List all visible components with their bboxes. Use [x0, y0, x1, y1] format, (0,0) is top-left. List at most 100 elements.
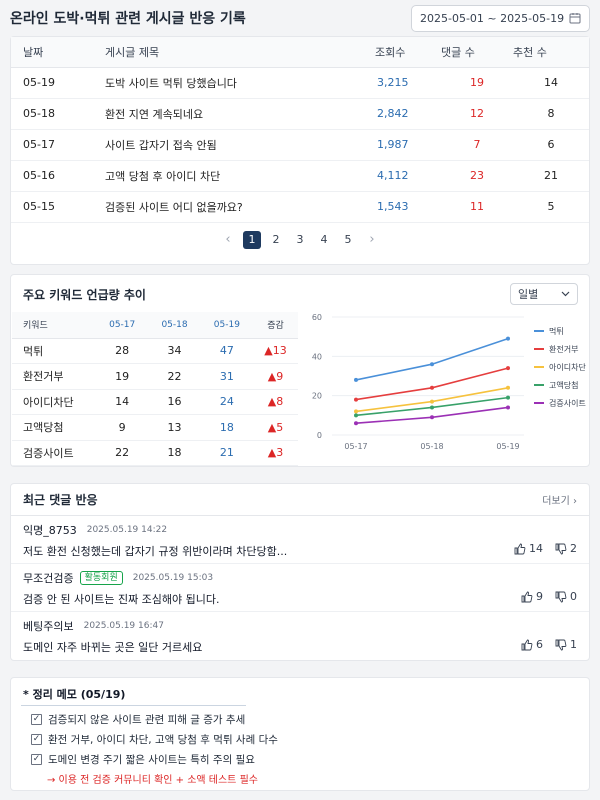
kw-col-d18: 05-18	[148, 312, 201, 339]
page-1[interactable]: 1	[243, 230, 261, 249]
like-count: 6	[536, 638, 543, 651]
kw-col-name: 키워드	[12, 312, 96, 339]
row-title: 환전 지연 계속되네요	[95, 98, 361, 130]
page-5[interactable]: 5	[344, 233, 352, 246]
y-tick-label: 20	[312, 392, 322, 401]
data-point	[506, 405, 510, 410]
comment-author[interactable]: 익명_8753	[23, 524, 77, 537]
page-4[interactable]: 4	[320, 233, 328, 246]
row-date: 05-18	[11, 98, 95, 130]
kw-name: 환전거부	[12, 363, 96, 390]
dislike-count: 0	[570, 590, 577, 603]
kw-d17: 19	[96, 363, 149, 390]
legend-label: 환전거부	[549, 344, 578, 354]
posts-card: 날짜 게시글 제목 조회수 댓글 수 추천 수 05-19 도박 사이트 먹튀 당…	[10, 36, 590, 265]
kw-d17: 9	[96, 414, 149, 441]
period-select[interactable]: 일별	[510, 283, 578, 305]
memo-note: → 이용 전 검증 커뮤니티 확인 + 소액 테스트 필수	[47, 775, 258, 786]
data-point	[506, 385, 510, 390]
data-point	[506, 366, 510, 371]
table-row[interactable]: 05-17 사이트 갑자기 접속 안됨 1,987 7 6	[11, 129, 589, 161]
like-button[interactable]: 6	[521, 638, 543, 651]
next-page-button[interactable]: ›	[369, 232, 375, 247]
comments-title: 최근 댓글 반응	[23, 493, 98, 507]
keyword-header-row: 키워드 05-17 05-18 05-19 증감	[12, 312, 298, 339]
comments-card: 최근 댓글 반응 더보기 › 익명_8753 2025.05.19 14:22 저도…	[10, 483, 590, 661]
memo-item-text: 도메인 변경 주기 짧은 사이트는 특히 주의 필요	[48, 753, 255, 766]
x-tick-label: 05-17	[344, 442, 367, 451]
data-point	[430, 405, 434, 410]
checkbox-checked[interactable]: ✓	[31, 733, 42, 745]
table-row[interactable]: 05-16 고액 당첨 후 아이디 차단 4,112 23 21	[11, 160, 589, 192]
row-comments: 12	[441, 98, 513, 130]
page-3[interactable]: 3	[296, 233, 304, 246]
thumbs-up-icon	[514, 543, 526, 554]
period-value: 일별	[518, 288, 539, 301]
dislike-button[interactable]: 1	[555, 638, 577, 651]
row-recs: 8	[513, 98, 589, 130]
checkbox-checked[interactable]: ✓	[31, 713, 42, 725]
col-date[interactable]: 날짜	[11, 37, 95, 68]
like-button[interactable]: 14	[514, 542, 543, 555]
table-row[interactable]: 05-15 검증된 사이트 어디 없을까요? 1,543 11 5	[11, 191, 589, 223]
row-views: 1,987	[361, 129, 441, 161]
col-views[interactable]: 조회수	[361, 37, 441, 68]
col-recs[interactable]: 추천 수	[513, 37, 589, 68]
memo-list: ✓ 검증되지 않은 사이트 관련 피해 글 증가 추세 ✓ 환전 거부, 아이디 차단…	[21, 709, 579, 769]
row-comments: 7	[441, 129, 513, 161]
data-point	[354, 397, 358, 402]
dislike-button[interactable]: 2	[555, 542, 577, 555]
kw-d18: 16	[148, 389, 201, 415]
thumbs-down-icon	[555, 543, 567, 554]
thumbs-down-icon	[555, 591, 567, 602]
row-comments: 11	[441, 191, 513, 223]
row-title: 도박 사이트 먹튀 당했습니다	[95, 67, 361, 99]
keyword-row: 아이디차단 14 16 24 ▲8	[12, 389, 298, 415]
kw-col-d17: 05-17	[96, 312, 149, 339]
header: 온라인 도박·먹튀 관련 게시글 반응 기록 2025-05-01 ~ 2025…	[10, 4, 590, 32]
row-views: 2,842	[361, 98, 441, 130]
prev-page-button[interactable]: ‹	[225, 232, 231, 247]
checkbox-checked[interactable]: ✓	[31, 753, 42, 765]
posts-header-row: 날짜 게시글 제목 조회수 댓글 수 추천 수	[11, 37, 589, 68]
data-point	[354, 377, 358, 382]
row-date: 05-16	[11, 160, 95, 192]
memo-item: ✓ 환전 거부, 아이디 차단, 고액 당첨 후 먹튀 사례 다수	[31, 729, 579, 749]
comment-text: 도메인 자주 바뀌는 곳은 일단 거르세요	[23, 641, 203, 654]
comment-author[interactable]: 무조건검증	[23, 572, 74, 585]
data-point	[354, 413, 358, 418]
table-row[interactable]: 05-18 환전 지연 계속되네요 2,842 12 8	[11, 98, 589, 130]
row-views: 4,112	[361, 160, 441, 192]
trend-chart-svg: 0 20 40 60 05-17 05-18 05-19 먹튀환전거부아이디차단고액당첨검증사…	[312, 313, 587, 451]
memo-title: * 정리 메모 (05/19)	[21, 686, 246, 706]
kw-name: 먹튀	[12, 338, 96, 364]
x-tick-label: 05-18	[420, 442, 443, 451]
kw-name: 검증사이트	[12, 440, 96, 466]
col-title[interactable]: 게시글 제목	[95, 37, 361, 68]
row-comments: 23	[441, 160, 513, 192]
dislike-button[interactable]: 0	[555, 590, 577, 603]
page-title: 온라인 도박·먹튀 관련 게시글 반응 기록	[10, 11, 246, 27]
page-2[interactable]: 2	[272, 233, 280, 246]
data-point	[506, 395, 510, 400]
comment-time: 2025.05.19 14:22	[86, 525, 168, 535]
memo-item: ✓ 검증되지 않은 사이트 관련 피해 글 증가 추세	[31, 709, 579, 729]
kw-d18: 18	[148, 440, 201, 466]
date-range-picker[interactable]: 2025-05-01 ~ 2025-05-19	[411, 4, 590, 32]
like-count: 14	[529, 542, 543, 555]
data-point	[430, 385, 434, 390]
thumbs-up-icon	[521, 591, 533, 602]
comment-item: 베팅주의보 2025.05.19 16:47 도메인 자주 바뀌는 곳은 일단 거르…	[11, 612, 589, 660]
col-comments[interactable]: 댓글 수	[441, 37, 513, 68]
data-point	[430, 415, 434, 420]
keyword-table: 키워드 05-17 05-18 05-19 증감 먹튀 28 34 47 ▲13 환전거부…	[12, 312, 298, 466]
row-recs: 21	[513, 160, 589, 192]
comment-author[interactable]: 베팅주의보	[23, 620, 74, 633]
more-link[interactable]: 더보기 ›	[542, 496, 577, 507]
table-row[interactable]: 05-19 도박 사이트 먹튀 당했습니다 3,215 19 14	[11, 67, 589, 99]
dislike-count: 1	[570, 638, 577, 651]
kw-d19: 24	[200, 389, 254, 415]
thumbs-up-icon	[521, 639, 533, 650]
row-comments: 19	[441, 67, 513, 99]
like-button[interactable]: 9	[521, 590, 543, 603]
